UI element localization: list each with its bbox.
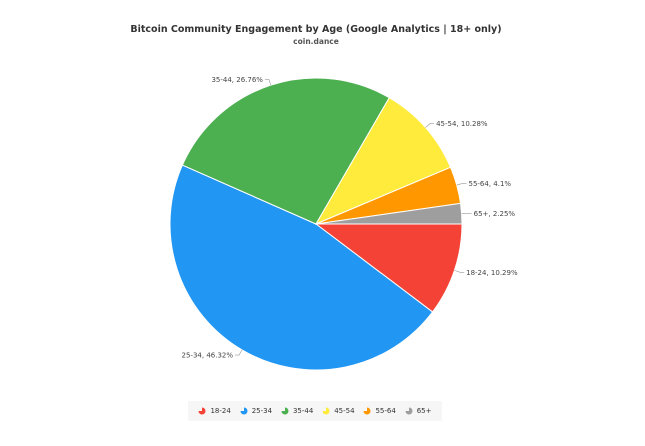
connector-25-34 xyxy=(235,349,243,356)
legend-item-18-24[interactable]: 18-24 xyxy=(198,407,231,415)
pie-legend-icon xyxy=(240,407,248,415)
pie-slice-18-24[interactable] xyxy=(314,223,463,313)
chart-legend: 18-24 25-34 35-44 45-54 55-64 65+ xyxy=(188,401,442,421)
connector-45-54 xyxy=(425,123,435,128)
pie-legend-icon xyxy=(405,407,413,415)
pie-slice-25-34[interactable] xyxy=(169,164,434,371)
data-label-25-34: 25-34, 46.32% xyxy=(182,352,234,360)
legend-item-55-64[interactable]: 55-64 xyxy=(363,407,396,415)
legend-item-25-34[interactable]: 25-34 xyxy=(240,407,272,415)
legend-label: 55-64 xyxy=(375,407,396,415)
pie-legend-icon xyxy=(281,407,289,415)
pie-legend-icon xyxy=(198,407,206,415)
chart-title: Bitcoin Community Engagement by Age (Goo… xyxy=(130,24,502,35)
legend-label: 25-34 xyxy=(251,407,273,415)
data-label-55-64: 55-64, 4.1% xyxy=(468,180,511,188)
data-label-35-44: 35-44, 26.76% xyxy=(211,76,263,84)
pie-legend-icon xyxy=(363,407,371,415)
connector-18-24 xyxy=(454,270,465,273)
legend-item-45-54[interactable]: 45-54 xyxy=(322,407,355,415)
connector-55-64 xyxy=(456,183,467,186)
chart-subtitle: coin.dance xyxy=(293,37,339,46)
legend-label: 18-24 xyxy=(210,407,231,415)
legend-label: 35-44 xyxy=(292,407,314,415)
legend-item-35-44[interactable]: 35-44 xyxy=(281,407,313,415)
pie-slice-35-44[interactable] xyxy=(181,77,390,225)
pie-slice-65+[interactable] xyxy=(315,202,463,225)
connector-35-44 xyxy=(264,79,272,86)
legend-label: 45-54 xyxy=(334,407,355,415)
data-label-65+: 65+, 2.25% xyxy=(474,210,516,218)
data-label-18-24: 18-24, 10.29% xyxy=(466,269,518,277)
legend-label: 65+ xyxy=(416,407,432,415)
pie-legend-icon xyxy=(322,407,330,415)
legend-item-65+[interactable]: 65+ xyxy=(405,407,432,415)
data-label-45-54: 45-54, 10.28% xyxy=(436,120,488,128)
